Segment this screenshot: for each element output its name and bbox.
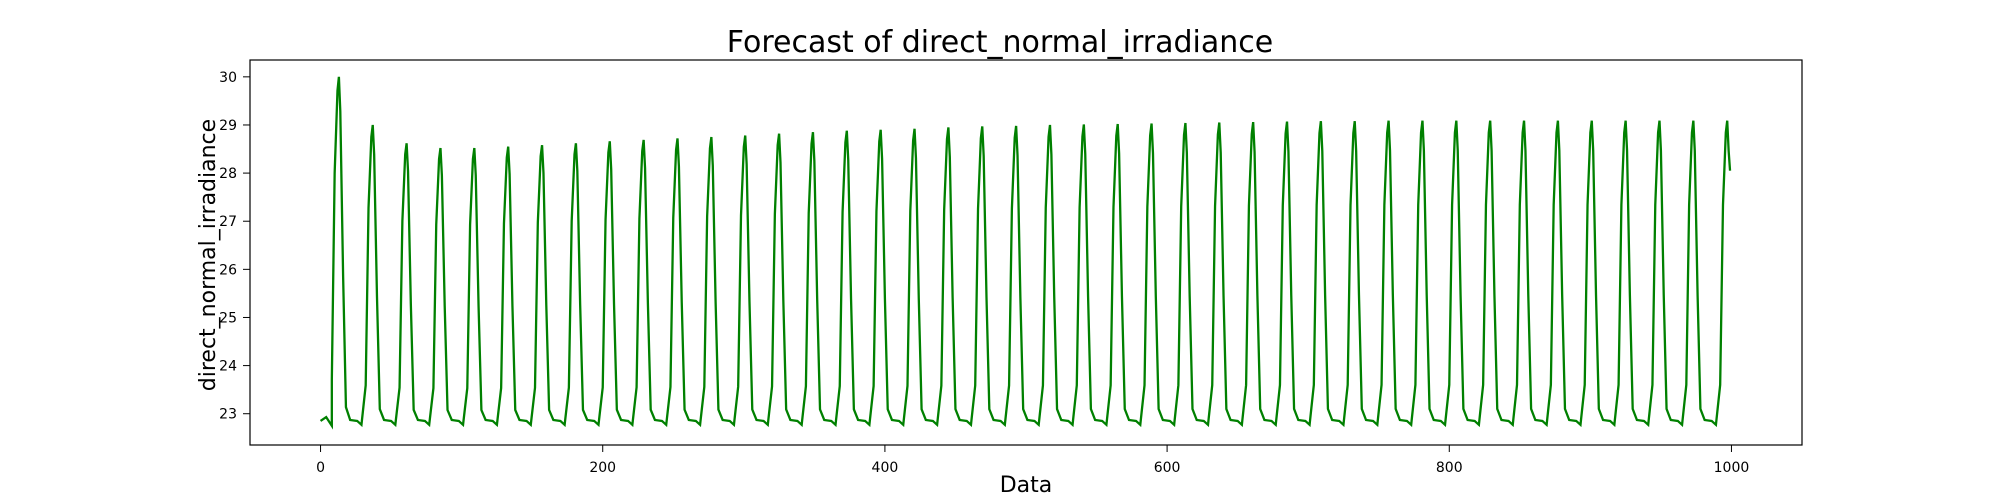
y-axis-ticks: 23 24 25 26 27 28 29 30 bbox=[219, 70, 250, 423]
x-tick-label: 600 bbox=[1154, 460, 1181, 476]
y-tick-label: 29 bbox=[219, 118, 237, 134]
x-tick-label: 1000 bbox=[1714, 460, 1750, 476]
y-tick-label: 23 bbox=[219, 407, 237, 423]
forecast-line bbox=[319, 76, 1732, 430]
y-tick-label: 28 bbox=[219, 166, 237, 182]
x-tick-label: 800 bbox=[1436, 460, 1463, 476]
y-tick-label: 26 bbox=[219, 262, 237, 278]
x-tick-label: 400 bbox=[872, 460, 899, 476]
plot-frame bbox=[249, 59, 1803, 446]
y-axis-label: direct_normal_irradiance bbox=[196, 119, 221, 391]
chart-title: Forecast of direct_normal_irradiance bbox=[727, 25, 1273, 60]
x-tick-label: 200 bbox=[589, 460, 616, 476]
y-tick-label: 27 bbox=[219, 214, 237, 230]
y-tick-label: 24 bbox=[219, 359, 237, 375]
x-axis-label: Data bbox=[1000, 473, 1053, 498]
y-tick-label: 30 bbox=[219, 70, 237, 86]
y-tick-label: 25 bbox=[219, 310, 237, 326]
x-axis-ticks: 0 200 400 600 800 1000 bbox=[316, 445, 1749, 476]
x-tick-label: 0 bbox=[316, 460, 325, 476]
